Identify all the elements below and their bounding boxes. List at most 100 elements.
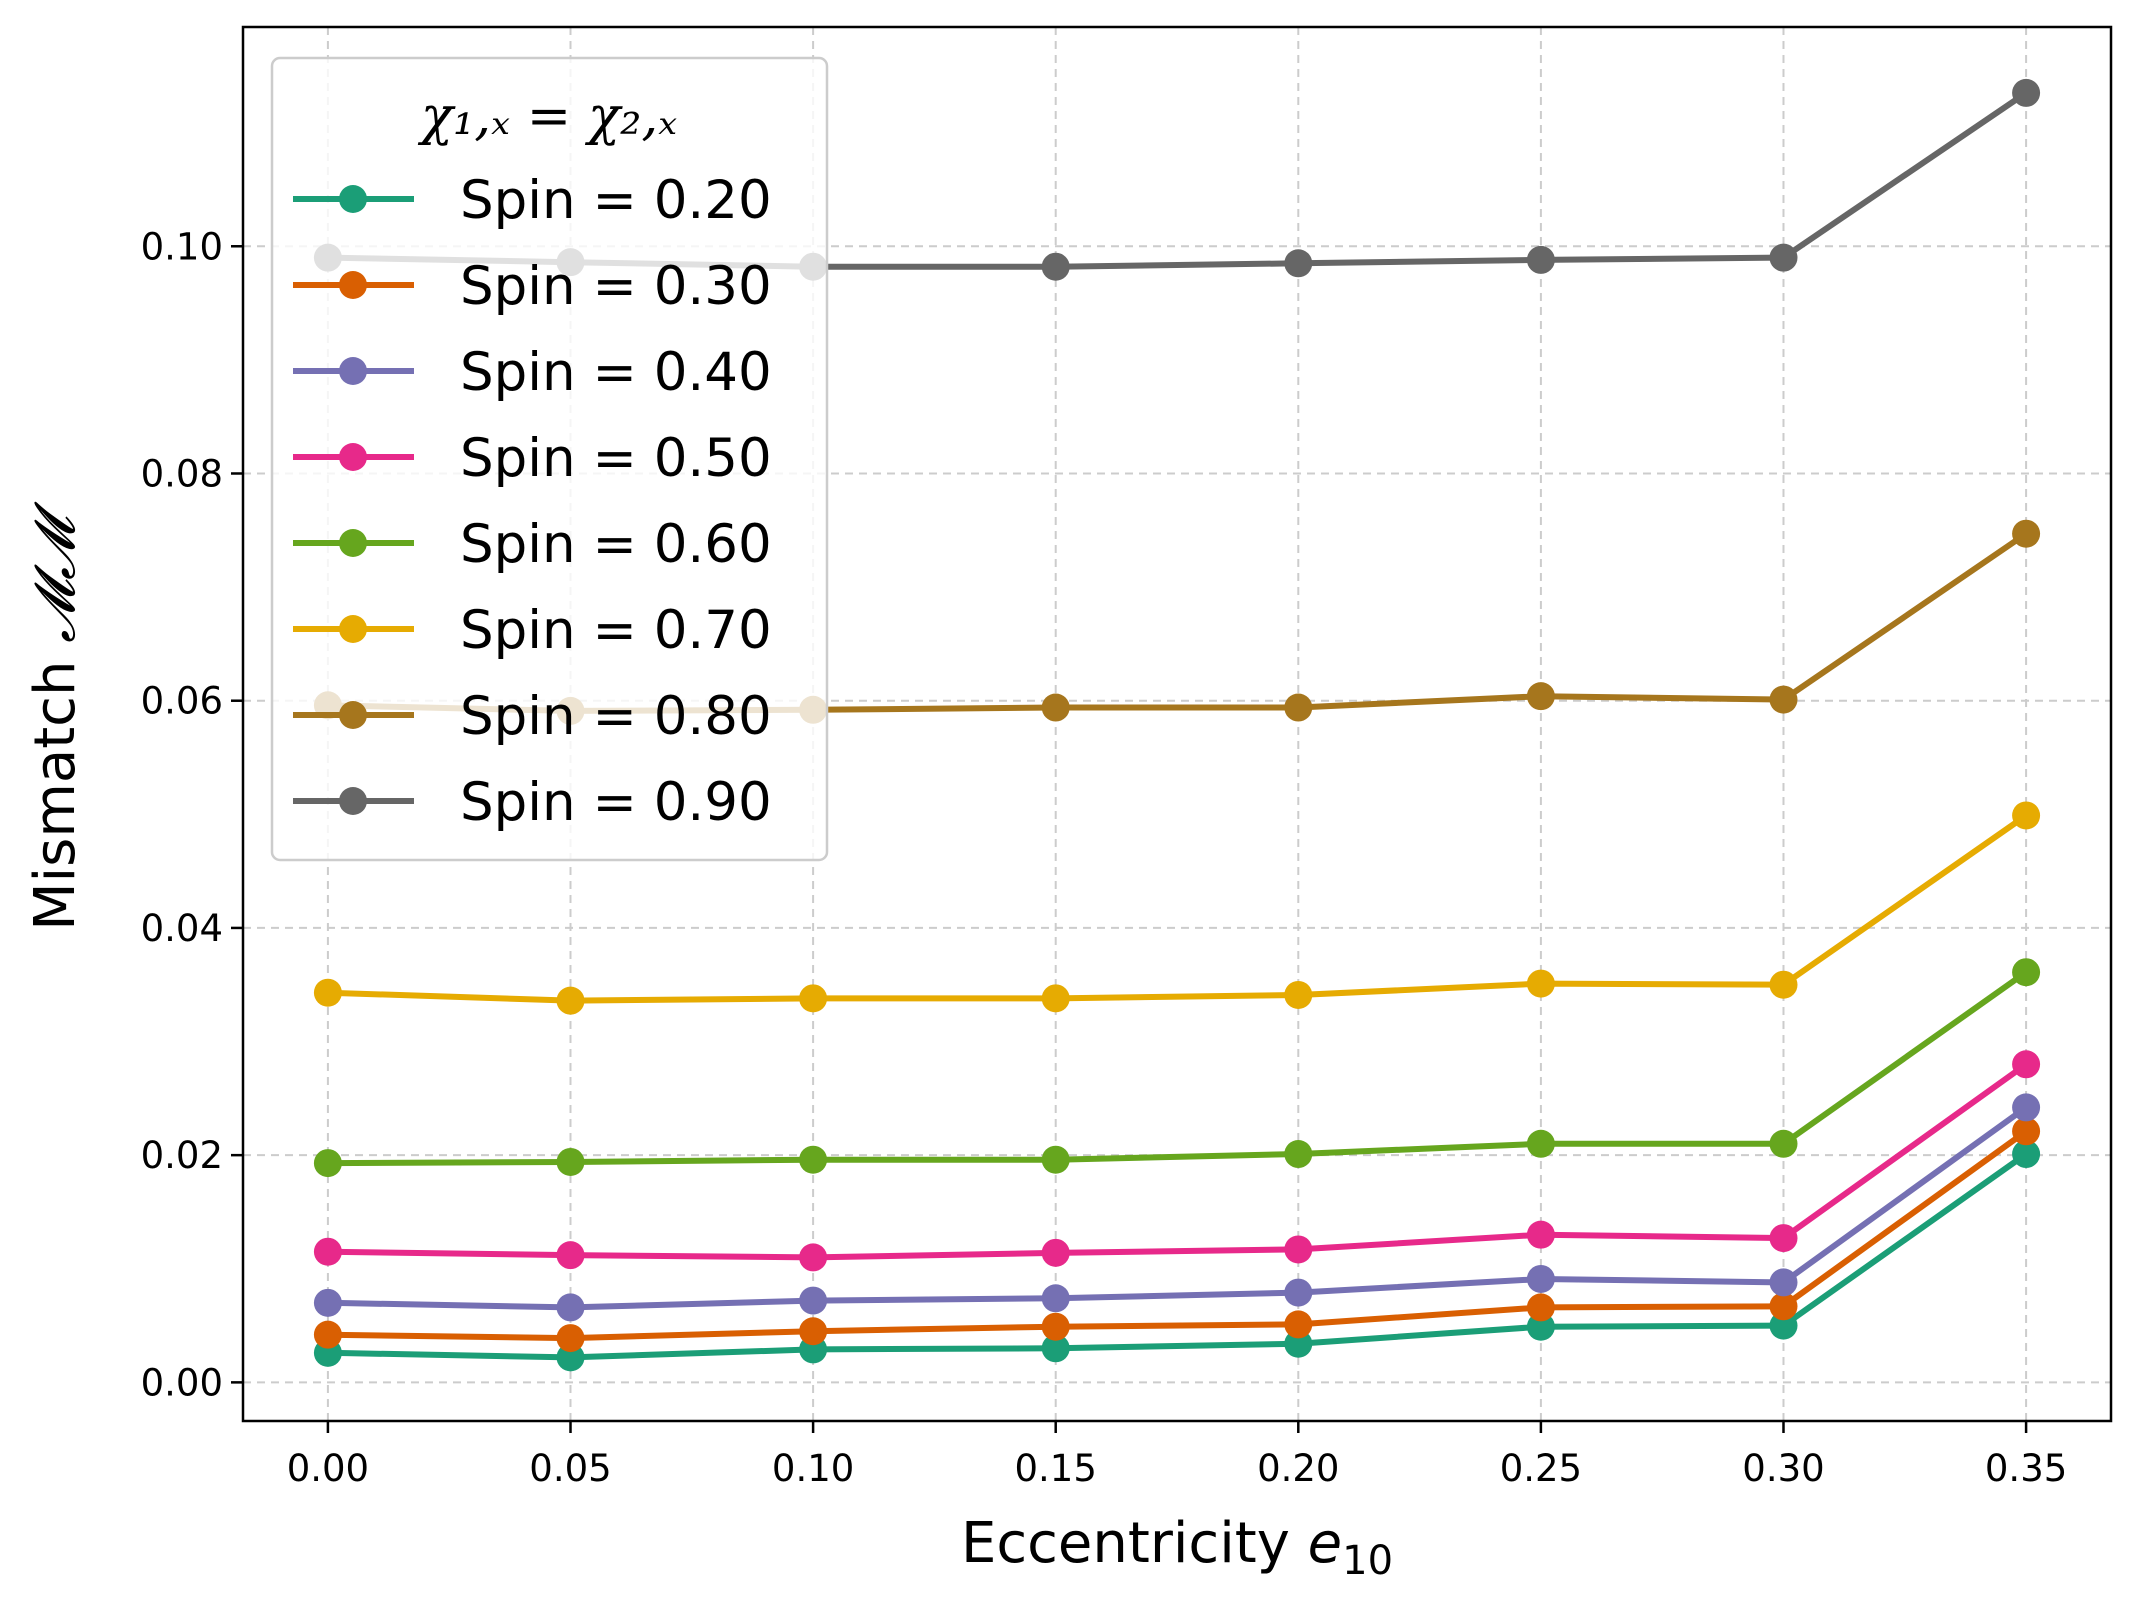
data-point	[1284, 980, 1313, 1009]
data-point	[1526, 682, 1555, 711]
x-tick-label: 0.20	[1257, 1447, 1339, 1490]
data-point	[1526, 1220, 1555, 1249]
series-line	[327, 1128, 2028, 1342]
legend-label: Spin = 0.50	[460, 428, 772, 489]
plot-frame	[241, 25, 2113, 1423]
legend-box	[270, 56, 829, 862]
y-tick-label: 0.00	[141, 1361, 223, 1404]
data-point	[1041, 1238, 1070, 1267]
series-line	[327, 813, 2028, 1004]
data-point	[1041, 1334, 1070, 1363]
legend-entry: Spin = 0.50	[293, 428, 772, 489]
x-tick-label: 0.25	[1500, 1447, 1582, 1490]
data-point	[1769, 1268, 1798, 1297]
y-axis-label: Mismatch 𝓜𝓜	[23, 501, 88, 931]
legend-marker	[339, 701, 367, 729]
data-point	[1769, 970, 1798, 999]
x-tick-label: 0.30	[1742, 1447, 1824, 1490]
data-point	[313, 978, 342, 1007]
data-point	[556, 1241, 585, 1270]
data-point	[799, 1243, 828, 1272]
data-point	[1041, 1312, 1070, 1341]
data-point	[1041, 1284, 1070, 1313]
data-point	[1769, 1224, 1798, 1253]
data-point	[799, 1145, 828, 1174]
data-point	[1769, 243, 1798, 272]
y-tick-label: 0.08	[141, 452, 223, 495]
series	[313, 958, 2041, 1178]
data-point	[1769, 1129, 1798, 1158]
data-point	[1284, 1278, 1313, 1307]
data-point	[2012, 1093, 2041, 1122]
x-tick-label: 0.05	[529, 1447, 611, 1490]
data-point	[313, 1149, 342, 1178]
series-line	[327, 1061, 2028, 1261]
x-axis-label-variable: e	[1308, 1511, 1342, 1576]
y-axis-label-symbol: 𝓜𝓜	[23, 501, 88, 643]
data-point	[1284, 693, 1313, 722]
series	[313, 1140, 2041, 1372]
data-point	[1284, 249, 1313, 278]
data-point	[556, 1343, 585, 1372]
x-tick-label: 0.10	[772, 1447, 854, 1490]
legend-label: Spin = 0.90	[460, 772, 772, 833]
data-point	[1769, 1292, 1798, 1321]
data-point	[2012, 1140, 2041, 1169]
x-axis-label-main: Eccentricity	[961, 1511, 1308, 1576]
series	[313, 801, 2041, 1015]
data-point	[1526, 245, 1555, 274]
legend-entry: Spin = 0.90	[293, 772, 772, 833]
legend-label: Spin = 0.80	[460, 686, 772, 747]
series-line	[327, 1104, 2028, 1311]
data-point	[1769, 685, 1798, 714]
x-axis-label: Eccentricity e10	[961, 1511, 1393, 1584]
x-tick-label: 0.15	[1015, 1447, 1097, 1490]
series-line	[327, 1151, 2028, 1361]
data-point	[313, 1320, 342, 1349]
legend-entry: Spin = 0.20	[293, 170, 772, 231]
data-point	[2012, 1050, 2041, 1079]
legend-marker	[339, 271, 367, 299]
legend-marker	[339, 357, 367, 385]
legend-title: χ₁,ₓ = χ₂,ₓ	[417, 86, 677, 147]
y-tick-label: 0.10	[141, 225, 223, 268]
legend-label: Spin = 0.40	[460, 342, 772, 403]
data-point	[799, 984, 828, 1013]
data-point	[313, 1288, 342, 1317]
legend-marker	[339, 787, 367, 815]
data-point	[556, 986, 585, 1015]
y-axis-label-main: Mismatch	[23, 643, 88, 931]
data-point	[1041, 252, 1070, 281]
data-point	[1769, 1311, 1798, 1340]
legend-label: Spin = 0.20	[460, 170, 772, 231]
x-axis-label-subscript: 10	[1342, 1538, 1393, 1584]
data-point	[2012, 519, 2041, 548]
data-point	[556, 1147, 585, 1176]
data-point	[1526, 1312, 1555, 1341]
data-point	[799, 1286, 828, 1315]
x-tick-label: 0.35	[1985, 1447, 2067, 1490]
data-point	[1284, 1310, 1313, 1339]
data-point	[2012, 78, 2041, 107]
legend-entry: Spin = 0.60	[293, 514, 772, 575]
y-tick-label: 0.02	[141, 1134, 223, 1177]
legend-entries: Spin = 0.20 Spin = 0.30 Spin = 0.40 Spin = …	[293, 170, 772, 833]
x-axis: 0.00 0.05 0.10 0.15 0.20 0.25 0.30 0.35	[287, 1421, 2067, 1490]
legend-entry: Spin = 0.30	[293, 256, 772, 317]
data-point	[2012, 1117, 2041, 1146]
data-point	[556, 1324, 585, 1353]
series	[313, 1117, 2041, 1353]
data-point	[556, 1293, 585, 1322]
y-axis: 0.00 0.02 0.04 0.06 0.08 0.10	[141, 225, 243, 1404]
data-point	[1041, 693, 1070, 722]
data-point	[1284, 1329, 1313, 1358]
y-tick-label: 0.06	[141, 680, 223, 723]
series	[313, 1050, 2041, 1272]
data-point	[1526, 1293, 1555, 1322]
series	[313, 1093, 2041, 1322]
data-point	[1526, 969, 1555, 998]
y-tick-label: 0.04	[141, 907, 223, 950]
legend-entry: Spin = 0.40	[293, 342, 772, 403]
